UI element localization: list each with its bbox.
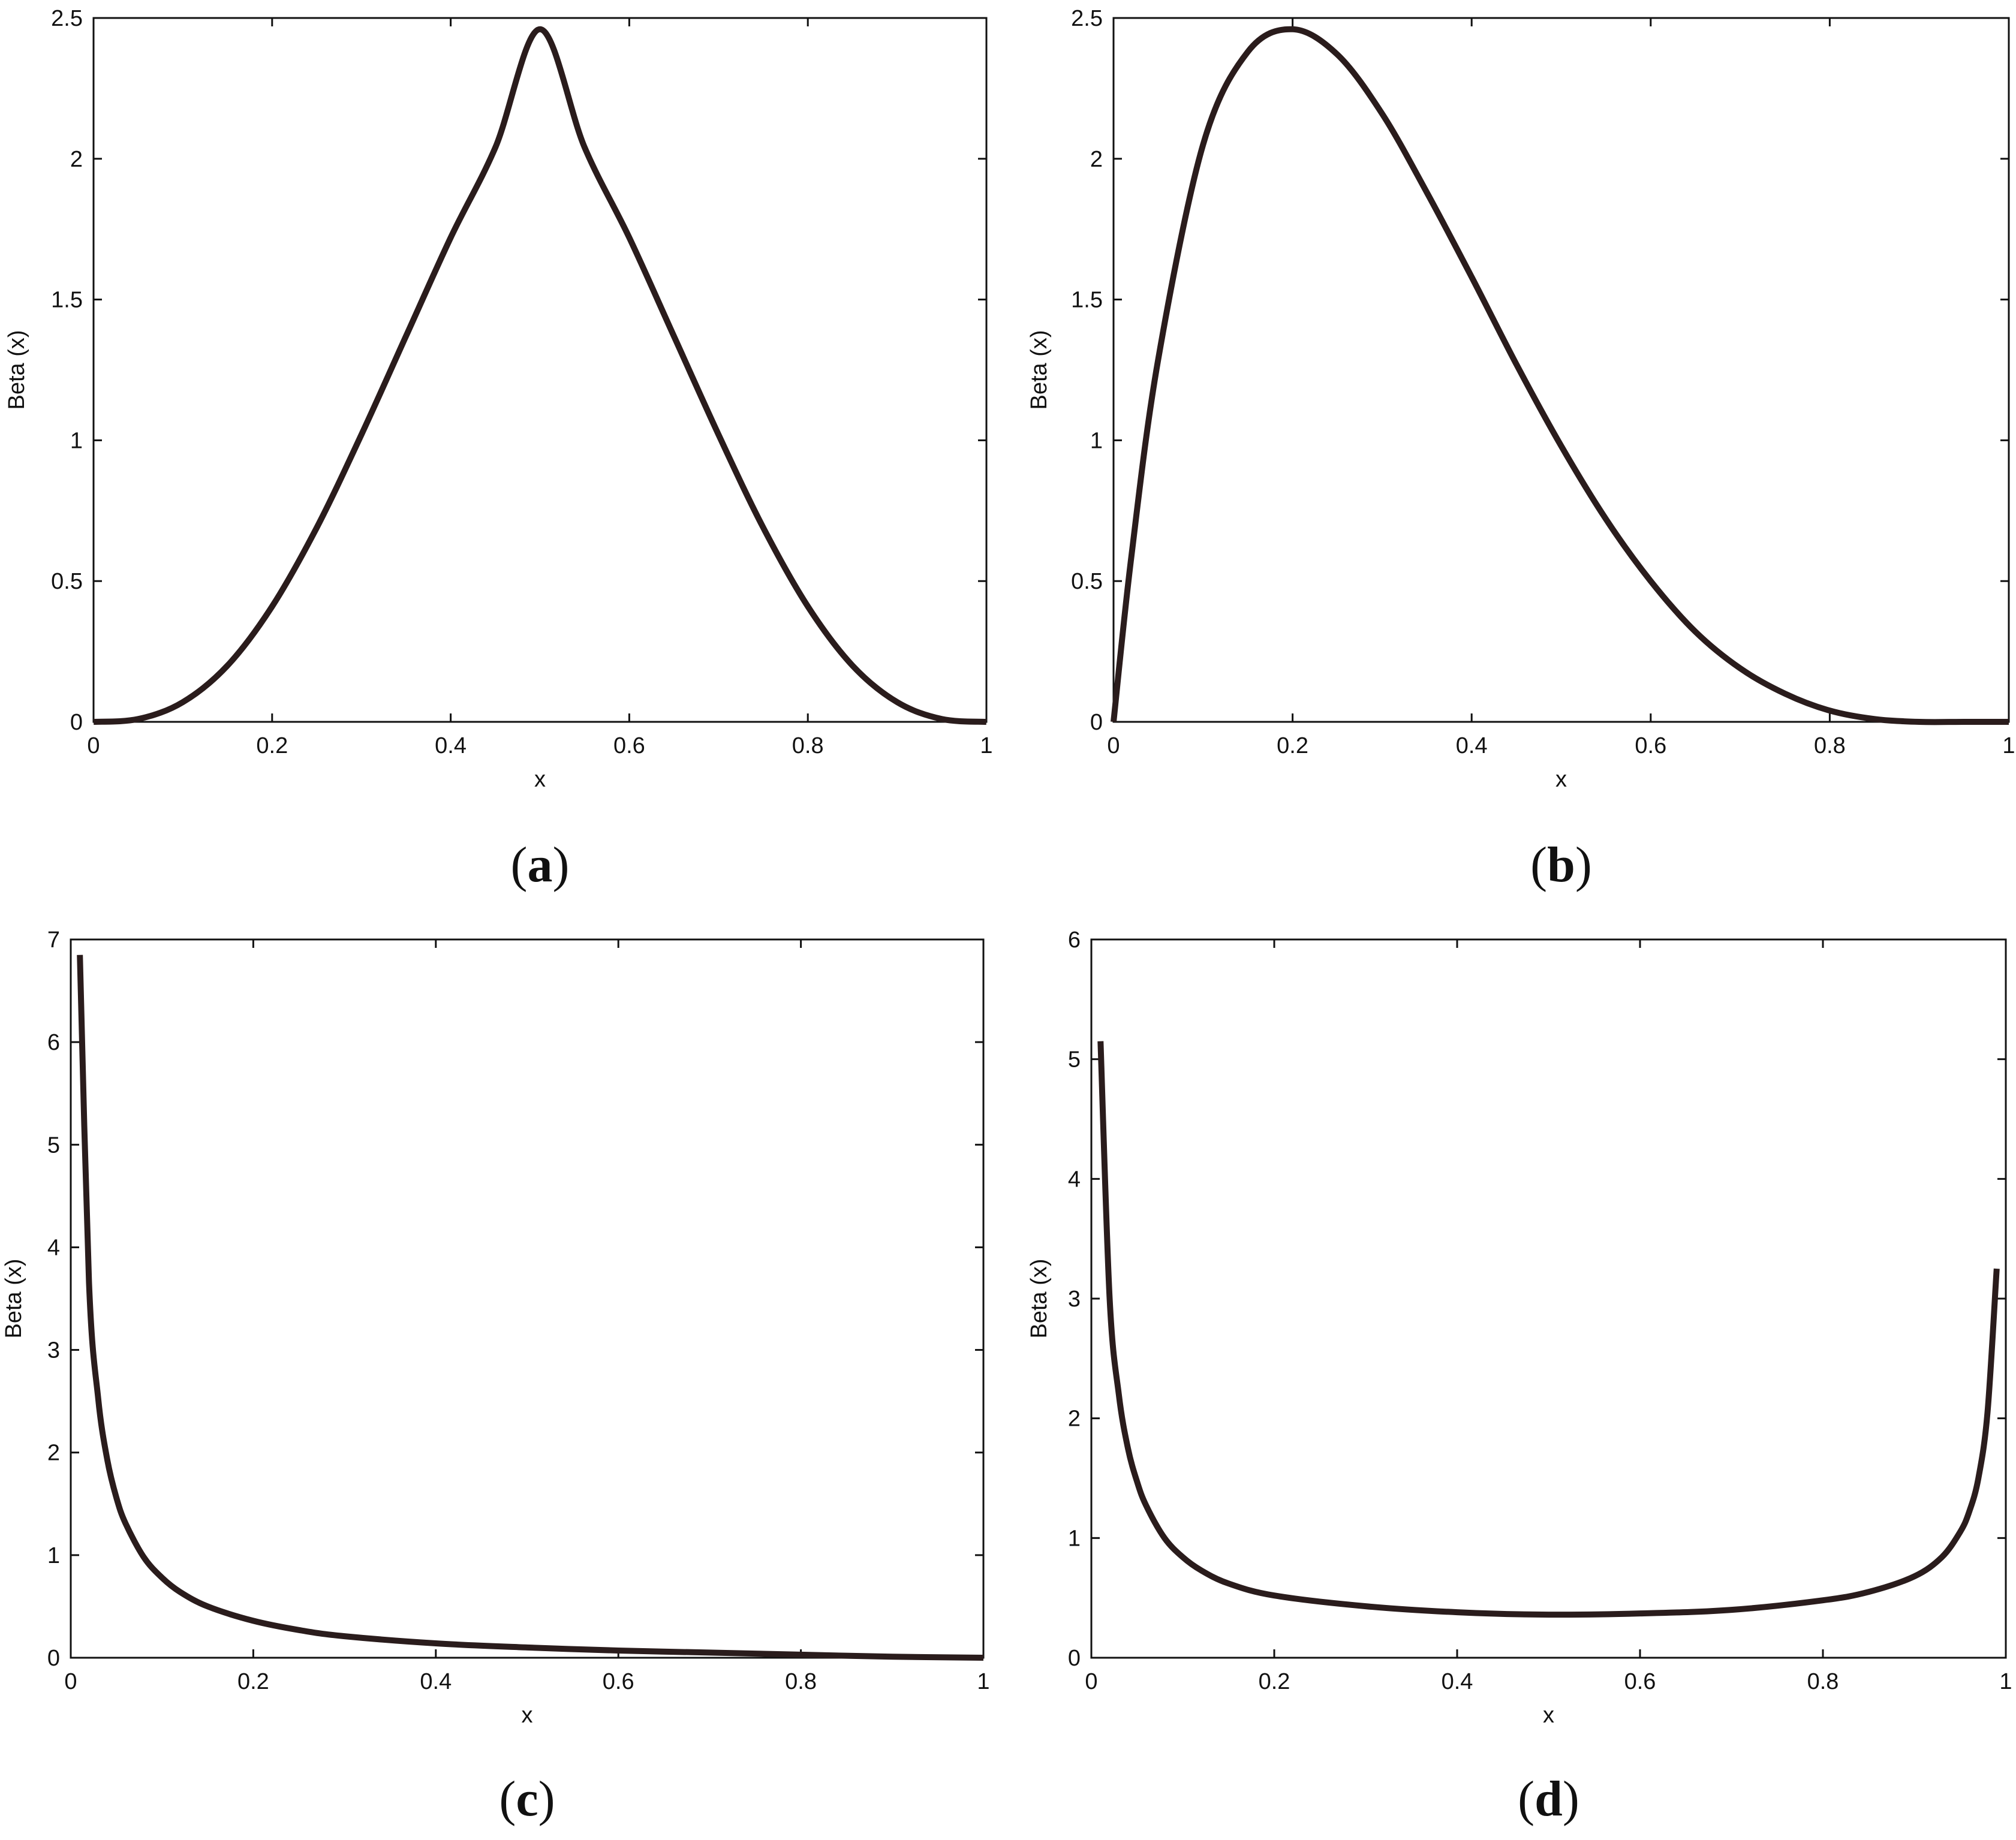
y-axis-label: Beta (x) bbox=[4, 330, 29, 409]
y-tick-label: 1 bbox=[47, 1543, 60, 1568]
panel-caption: (a) bbox=[511, 837, 570, 893]
y-tick-label: 0 bbox=[1068, 1646, 1081, 1671]
x-tick-label: 0 bbox=[1107, 733, 1120, 758]
y-tick-label: 1 bbox=[1090, 428, 1103, 453]
caption-close-paren: ) bbox=[1563, 1771, 1579, 1827]
y-tick-label: 0 bbox=[47, 1646, 60, 1671]
panel-d: 0 0.2 0.4 0.6 0.8 1 0 1 2 3 4 5 6 x Beta (x) (d) bbox=[1027, 927, 2012, 1827]
caption-open-paren: ( bbox=[511, 837, 528, 893]
x-tick-label: 0 bbox=[87, 733, 100, 758]
x-tick-label: 0.8 bbox=[785, 1669, 817, 1694]
caption-open-paren: ( bbox=[1518, 1771, 1534, 1827]
x-tick-label: 0.2 bbox=[256, 733, 288, 758]
caption-close-paren: ) bbox=[538, 1771, 555, 1827]
x-tick-label: 0.4 bbox=[420, 1669, 452, 1694]
beta-curve bbox=[93, 26, 987, 725]
x-tick-label: 0.4 bbox=[1456, 733, 1488, 758]
panel-caption: (b) bbox=[1530, 837, 1592, 893]
caption-open-paren: ( bbox=[499, 1771, 516, 1827]
panel-caption: (c) bbox=[499, 1771, 555, 1827]
caption-open-paren: ( bbox=[1530, 837, 1547, 893]
y-tick-label: 7 bbox=[47, 927, 60, 953]
caption-letter: c bbox=[516, 1771, 538, 1827]
y-tick-label: 0.5 bbox=[1071, 569, 1103, 594]
x-tick-label: 1 bbox=[977, 1669, 989, 1694]
caption-close-paren: ) bbox=[1575, 837, 1592, 893]
beta-curve bbox=[1111, 26, 2009, 725]
x-tick-label: 1 bbox=[1999, 1669, 2012, 1694]
x-tick-label: 1 bbox=[980, 733, 992, 758]
y-tick-label: 1 bbox=[70, 428, 83, 453]
y-tick-label: 5 bbox=[1068, 1047, 1081, 1073]
caption-letter: d bbox=[1534, 1771, 1563, 1827]
x-tick-label: 0.6 bbox=[1624, 1669, 1656, 1694]
panel-c: 0 0.2 0.4 0.6 0.8 1 0 1 2 3 4 5 6 7 x Beta (x) (c) bbox=[1, 927, 990, 1827]
x-tick-label: 0.6 bbox=[603, 1669, 634, 1694]
x-tick-label: 0.2 bbox=[1277, 733, 1308, 758]
x-tick-label: 0.8 bbox=[1814, 733, 1846, 758]
y-tick-label: 3 bbox=[47, 1338, 60, 1363]
caption-letter: a bbox=[528, 837, 553, 893]
y-tick-label: 3 bbox=[1068, 1287, 1081, 1312]
x-tick-label: 0.2 bbox=[237, 1669, 269, 1694]
x-tick-label: 0.6 bbox=[1635, 733, 1666, 758]
y-axis-label: Beta (x) bbox=[1027, 330, 1052, 409]
x-axis-label: x bbox=[522, 1703, 533, 1728]
y-tick-label: 0 bbox=[70, 710, 83, 735]
plot-frame bbox=[92, 17, 988, 723]
caption-letter: b bbox=[1547, 837, 1575, 893]
x-tick-label: 0.6 bbox=[613, 733, 645, 758]
y-tick-label: 2 bbox=[1090, 147, 1103, 172]
x-axis-label: x bbox=[1543, 1703, 1554, 1728]
x-axis-label: x bbox=[534, 767, 546, 792]
y-tick-label: 2 bbox=[47, 1441, 60, 1466]
y-tick-label: 6 bbox=[47, 1030, 60, 1055]
y-tick-label: 4 bbox=[1068, 1167, 1081, 1192]
y-tick-label: 2 bbox=[70, 147, 83, 172]
y-tick-label: 2.5 bbox=[1071, 6, 1103, 31]
y-tick-label: 0 bbox=[1090, 710, 1103, 735]
x-tick-label: 0.8 bbox=[1807, 1669, 1839, 1694]
beta-curve bbox=[77, 954, 984, 1661]
x-tick-label: 0.4 bbox=[1442, 1669, 1473, 1694]
y-tick-label: 4 bbox=[47, 1235, 60, 1260]
y-tick-label: 1.5 bbox=[51, 288, 83, 313]
x-tick-label: 1 bbox=[2002, 733, 2015, 758]
panel-a: 0 0.2 0.4 0.6 0.8 1 0 0.5 1 1.5 2 2.5 x Beta (x) (a) bbox=[4, 6, 993, 893]
plot-frame bbox=[1112, 17, 2010, 723]
caption-close-paren: ) bbox=[553, 837, 570, 893]
y-tick-label: 1 bbox=[1068, 1526, 1081, 1551]
y-tick-label: 0.5 bbox=[51, 569, 83, 594]
plot-frame bbox=[70, 938, 985, 1659]
y-tick-label: 1.5 bbox=[1071, 288, 1103, 313]
x-tick-label: 0 bbox=[1085, 1669, 1097, 1694]
y-tick-label: 6 bbox=[1068, 927, 1081, 953]
y-tick-label: 2.5 bbox=[51, 6, 83, 31]
y-axis-label: Beta (x) bbox=[1, 1258, 26, 1338]
plot-frame bbox=[1090, 938, 2007, 1659]
panel-b: 0 0.2 0.4 0.6 0.8 1 0 0.5 1 1.5 2 2.5 x Beta (x) (b) bbox=[1027, 6, 2015, 893]
x-tick-label: 0 bbox=[64, 1669, 77, 1694]
y-tick-label: 2 bbox=[1068, 1407, 1081, 1432]
x-tick-label: 0.4 bbox=[435, 733, 467, 758]
x-tick-label: 0.8 bbox=[792, 733, 824, 758]
beta-curve bbox=[1097, 1041, 2000, 1618]
y-tick-label: 5 bbox=[47, 1133, 60, 1158]
x-tick-label: 0.2 bbox=[1259, 1669, 1290, 1694]
x-axis-label: x bbox=[1555, 767, 1567, 792]
y-axis-label: Beta (x) bbox=[1027, 1258, 1052, 1338]
panel-caption: (d) bbox=[1518, 1771, 1579, 1827]
